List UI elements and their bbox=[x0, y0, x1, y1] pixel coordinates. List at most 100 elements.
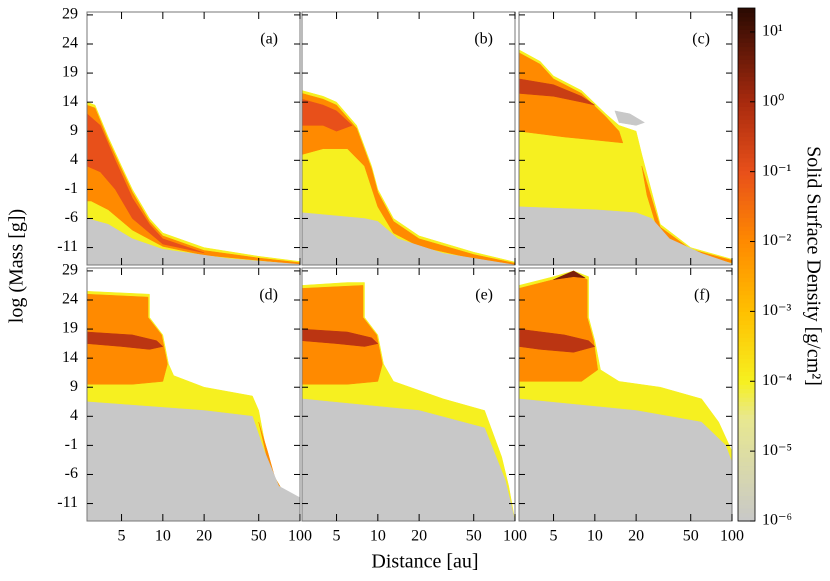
colorbar-slice bbox=[738, 315, 755, 321]
colorbar-slice bbox=[738, 46, 755, 52]
colorbar-slice bbox=[738, 435, 755, 441]
colorbar-slice bbox=[738, 320, 755, 325]
colorbar-slice bbox=[738, 84, 755, 90]
colorbar-slice bbox=[738, 465, 755, 471]
colorbar-slice bbox=[738, 183, 755, 189]
colorbar-slice bbox=[738, 439, 755, 445]
colorbar-slice bbox=[738, 298, 755, 304]
colorbar-slice bbox=[738, 33, 755, 39]
density-region bbox=[87, 218, 300, 265]
x-tick-label: 10 bbox=[370, 528, 386, 545]
y-axis-title: log (Mass [g]) bbox=[6, 209, 28, 323]
colorbar-slice bbox=[738, 179, 755, 184]
colorbar-slice bbox=[738, 268, 755, 274]
panel-label: (b) bbox=[474, 31, 493, 48]
x-tick-label: 10 bbox=[155, 528, 171, 545]
x-axis-title: Distance [au] bbox=[371, 551, 478, 573]
colorbar-tick-label: 10⁻² bbox=[762, 232, 791, 249]
colorbar-slice bbox=[738, 238, 755, 244]
x-tick-label: 10 bbox=[587, 528, 603, 545]
colorbar-slice bbox=[738, 499, 755, 505]
colorbar-slice bbox=[738, 341, 755, 347]
density-region bbox=[519, 206, 732, 265]
colorbar-slice bbox=[738, 29, 755, 35]
colorbar-slice bbox=[738, 371, 755, 377]
colorbar-slice bbox=[738, 350, 755, 355]
colorbar-slice bbox=[738, 55, 755, 60]
panel-frame bbox=[301, 11, 516, 266]
panel-frame bbox=[518, 267, 733, 522]
density-region bbox=[302, 398, 515, 521]
colorbar-slice bbox=[738, 76, 755, 82]
colorbar-slice bbox=[738, 482, 755, 488]
colorbar-slice bbox=[738, 461, 755, 467]
colorbar-slice bbox=[738, 324, 755, 330]
colorbar-slice bbox=[738, 469, 755, 475]
colorbar-slice bbox=[738, 354, 755, 360]
density-region bbox=[302, 328, 379, 347]
y-tick-label: 9 bbox=[70, 122, 78, 139]
y-tick-label: -6 bbox=[65, 465, 78, 482]
panel-label: (f) bbox=[694, 287, 710, 304]
colorbar-slice bbox=[738, 80, 755, 86]
x-tick-label: 50 bbox=[466, 528, 482, 545]
colorbar-slice bbox=[738, 405, 755, 411]
colorbar-tick-label: 10¹ bbox=[762, 23, 783, 40]
colorbar-slice bbox=[738, 127, 755, 133]
x-tick-label: 20 bbox=[411, 528, 427, 545]
colorbar-slice bbox=[738, 328, 755, 334]
heatmap bbox=[519, 270, 732, 521]
colorbar-slice bbox=[738, 264, 755, 270]
x-tick-label: 100 bbox=[720, 528, 744, 545]
colorbar-slice bbox=[738, 247, 755, 253]
colorbar-slice bbox=[738, 110, 755, 116]
heatmap bbox=[87, 291, 300, 521]
colorbar-slice bbox=[738, 221, 755, 227]
colorbar-slice bbox=[738, 208, 755, 214]
colorbar-slice bbox=[738, 486, 755, 492]
colorbar-tick-label: 10⁻³ bbox=[762, 302, 791, 319]
density-region bbox=[519, 398, 732, 521]
heatmap bbox=[87, 101, 300, 265]
x-tick-label: 50 bbox=[683, 528, 699, 545]
y-tick-label: 24 bbox=[62, 35, 78, 52]
panel-frame bbox=[86, 11, 301, 266]
colorbar-slice bbox=[738, 392, 755, 398]
colorbar-slice bbox=[738, 196, 755, 201]
colorbar-slice bbox=[738, 50, 755, 56]
panel-label: (a) bbox=[260, 31, 278, 48]
colorbar-slice bbox=[738, 302, 755, 308]
colorbar-slice bbox=[738, 161, 755, 167]
colorbar-slice bbox=[738, 332, 755, 338]
density-region bbox=[519, 78, 596, 106]
heatmap bbox=[302, 90, 515, 265]
y-tick-label: -1 bbox=[65, 180, 78, 197]
colorbar-slice bbox=[738, 452, 755, 458]
colorbar-tick-label: 10⁰ bbox=[762, 92, 784, 109]
colorbar-slice bbox=[738, 409, 755, 415]
density-region bbox=[519, 328, 596, 353]
colorbar-slice bbox=[738, 473, 755, 479]
colorbar-slice bbox=[738, 337, 755, 343]
heatmap bbox=[302, 282, 515, 521]
x-tick-label: 5 bbox=[550, 528, 558, 545]
colorbar-slice bbox=[738, 234, 755, 240]
colorbar-slice bbox=[738, 166, 755, 172]
colorbar-slice bbox=[738, 255, 755, 261]
colorbar-slice bbox=[738, 388, 755, 394]
density-region bbox=[614, 110, 645, 126]
colorbar-slice bbox=[738, 503, 755, 509]
x-tick-label: 5 bbox=[118, 528, 126, 545]
heatmap bbox=[519, 49, 732, 265]
colorbar-slice bbox=[738, 226, 755, 231]
colorbar-slice bbox=[738, 478, 755, 484]
density-region bbox=[87, 401, 300, 521]
y-tick-label: 24 bbox=[62, 291, 78, 308]
colorbar-slice bbox=[738, 25, 755, 30]
colorbar-slice bbox=[738, 106, 755, 112]
colorbar-slice bbox=[738, 448, 755, 454]
x-tick-label: 20 bbox=[628, 528, 644, 545]
panel-frame bbox=[301, 267, 516, 522]
colorbar-slice bbox=[738, 294, 755, 300]
